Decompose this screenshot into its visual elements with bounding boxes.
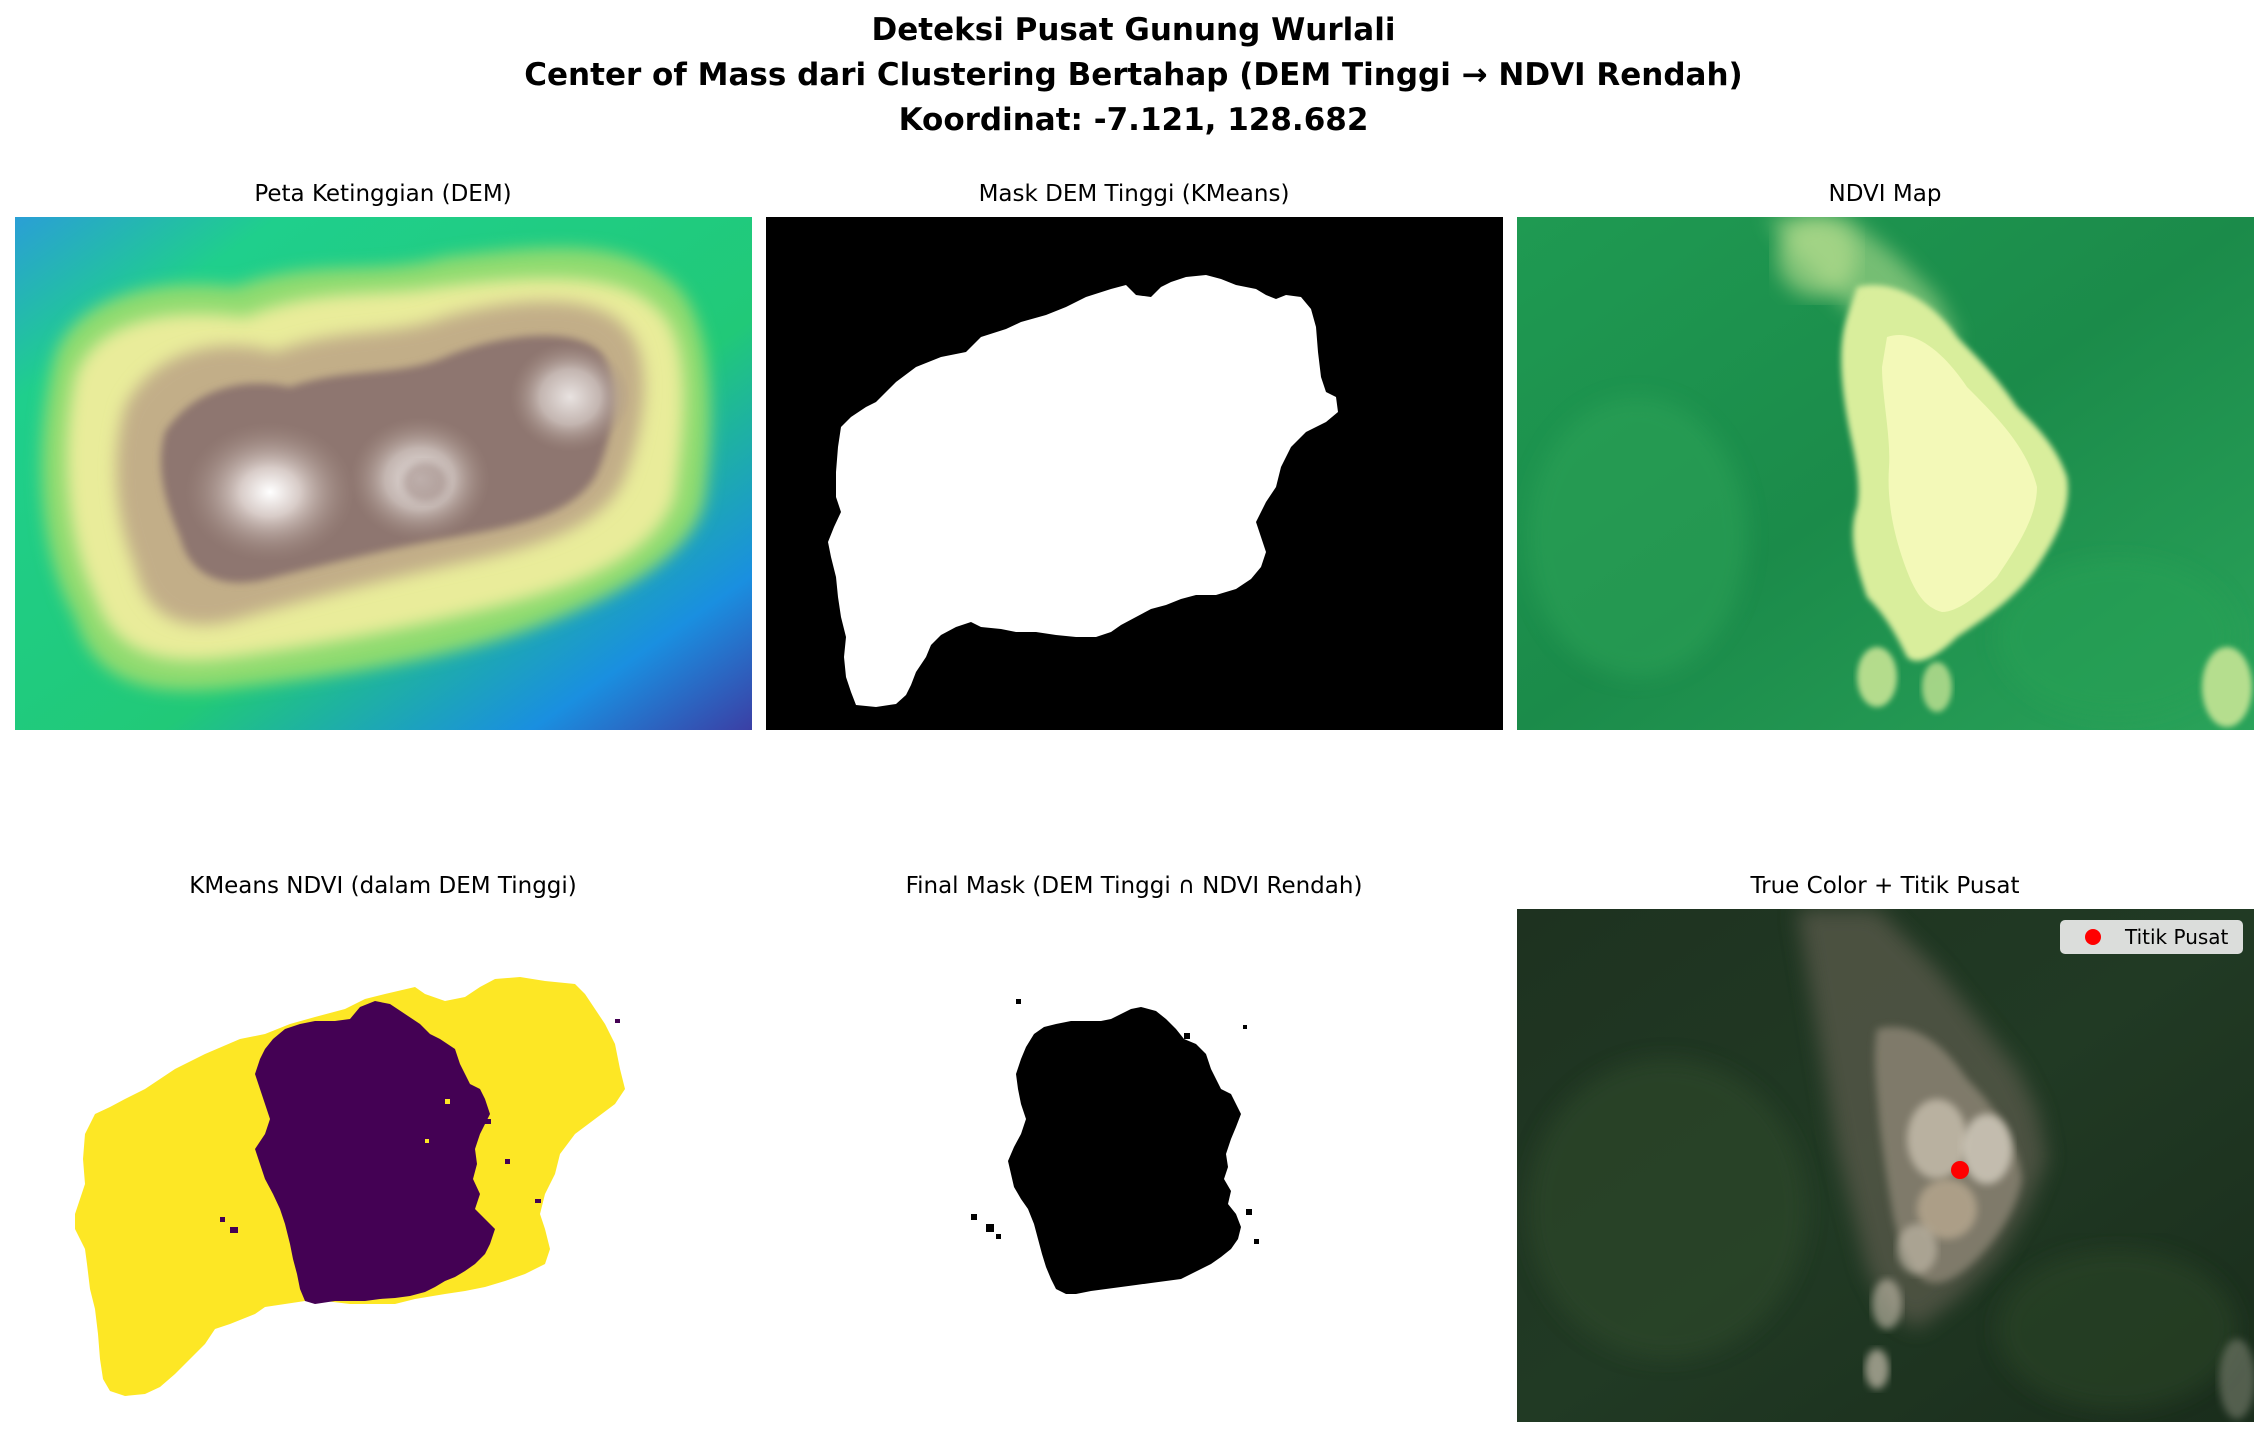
true-color-panel-title: True Color + Titik Pusat — [1750, 873, 2020, 899]
true-color-image — [1517, 909, 2254, 1422]
figure-title-line-2: Center of Mass dari Clustering Bertahap … — [524, 57, 1743, 93]
final-mask-panel-title: Final Mask (DEM Tinggi ∩ NDVI Rendah) — [905, 873, 1363, 899]
dem-elevation-map — [15, 217, 752, 730]
final-mask — [766, 909, 1503, 1422]
dem-mask-panel-title: Mask DEM Tinggi (KMeans) — [978, 181, 1290, 207]
legend-label: Titik Pusat — [2125, 925, 2229, 949]
figure-title-line-1: Deteksi Pusat Gunung Wurlali — [871, 12, 1396, 48]
ndvi-panel-title: NDVI Map — [1828, 181, 1942, 207]
kmeans-ndvi-panel-title: KMeans NDVI (dalam DEM Tinggi) — [189, 873, 577, 899]
red-dot-icon — [2085, 929, 2101, 945]
ndvi-map — [1517, 217, 2254, 730]
kmeans-ndvi-clusters — [15, 909, 752, 1422]
dem-panel-title: Peta Ketinggian (DEM) — [254, 181, 512, 207]
figure-title: Deteksi Pusat Gunung Wurlali Center of M… — [0, 8, 2267, 143]
legend: Titik Pusat — [2060, 920, 2243, 954]
figure-title-line-3: Koordinat: -7.121, 128.682 — [898, 102, 1369, 138]
dem-high-mask — [766, 217, 1503, 730]
center-point-marker — [1951, 1161, 1969, 1179]
